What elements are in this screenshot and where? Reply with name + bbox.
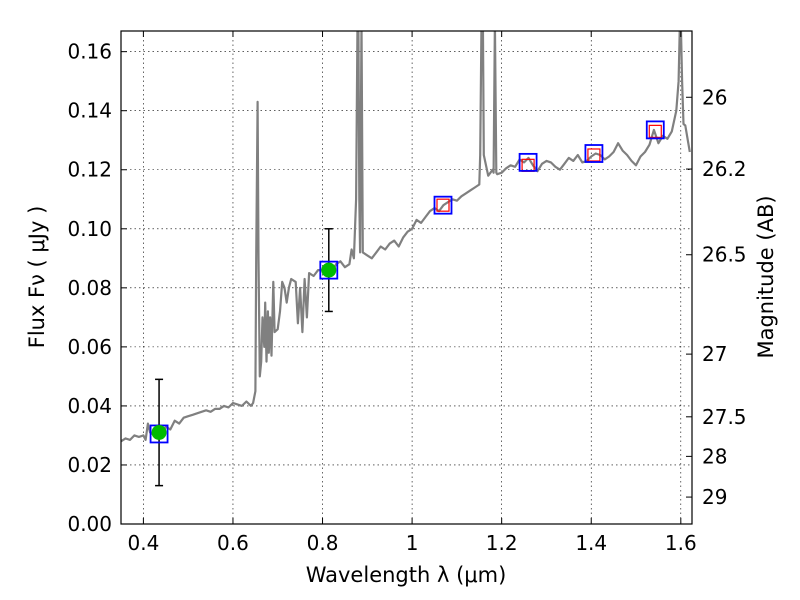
x-tick-label: 1 (406, 531, 419, 555)
y2-tick-label: 27 (702, 342, 727, 366)
plot-frame (120, 30, 693, 525)
y-tick-label: 0.12 (67, 158, 112, 182)
x-tick-label: 0.4 (127, 531, 159, 555)
y2-tick-label: 26 (702, 85, 727, 109)
y2-tick-label: 26.2 (702, 157, 747, 181)
y-axis-label: Flux Fν ( μJy ) (25, 206, 49, 349)
y-tick-label: 0.16 (67, 40, 112, 64)
x-tick-label: 0.8 (307, 531, 339, 555)
x-tick-label: 0.6 (217, 531, 249, 555)
y2-tick-label: 28 (702, 444, 727, 468)
x-axis-label: Wavelength λ (μm) (306, 563, 507, 587)
y-tick-label: 0.00 (67, 512, 112, 536)
y-tick-label: 0.04 (67, 394, 112, 418)
photometry-marker (648, 124, 662, 138)
axis-ticks (121, 31, 692, 525)
photometry-marker (587, 148, 601, 162)
detection-marker (321, 262, 337, 278)
model-marker (518, 152, 538, 172)
y-tick-label: 0.02 (67, 453, 112, 477)
plot-background (121, 31, 692, 524)
y2-tick-label: 26.5 (702, 243, 747, 267)
model-marker (645, 120, 665, 140)
grid-lines (121, 31, 692, 525)
model-marker (433, 195, 453, 215)
y2-tick-label: 27.5 (702, 405, 747, 429)
y2-axis-label: Magnitude (AB) (754, 195, 778, 358)
y-tick-label: 0.14 (67, 99, 112, 123)
model-marker (584, 144, 604, 163)
x-tick-label: 1.2 (486, 531, 518, 555)
y-tick-label: 0.06 (67, 335, 112, 359)
y2-tick-label: 29 (702, 485, 727, 509)
y-tick-label: 0.08 (67, 276, 112, 300)
x-tick-label: 1.4 (575, 531, 607, 555)
y-tick-labels: 0.00 0.02 0.04 0.06 0.08 0.10 0.12 0.14 0.16 (67, 40, 112, 536)
x-tick-labels: 0.4 0.6 0.8 1 1.2 1.4 1.6 (127, 531, 696, 555)
detection-marker (151, 424, 167, 440)
y2-tick-labels: 26 26.2 26.5 27 27.5 28 29 (702, 85, 747, 509)
photometry-marker (436, 198, 450, 212)
x-tick-label: 1.6 (665, 531, 697, 555)
model-marker (319, 260, 339, 280)
y-tick-label: 0.10 (67, 217, 112, 241)
points-layer (149, 120, 665, 487)
